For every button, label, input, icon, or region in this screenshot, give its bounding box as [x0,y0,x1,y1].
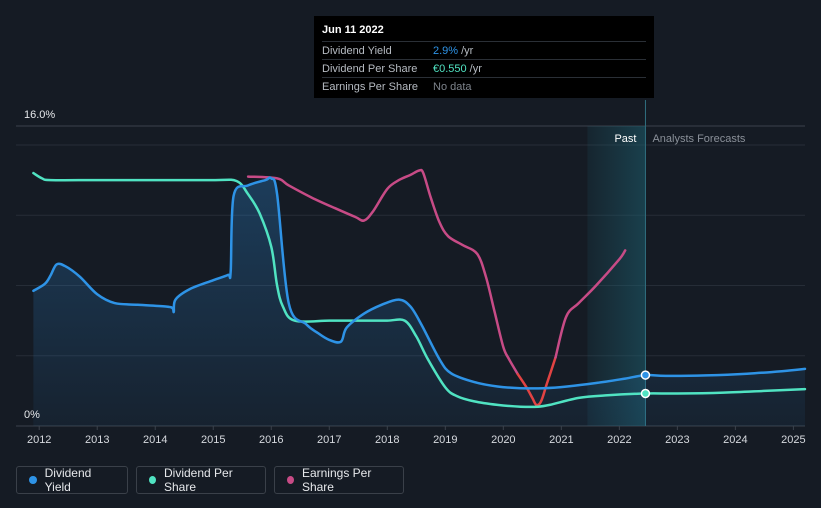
dividend-yield-line [32,176,807,390]
x-tick-label: 2012 [27,434,51,446]
tooltip-unit: /yr [461,44,474,57]
earnings-per-share-recovery-line [554,249,627,359]
legend-label: Dividend Per Share [164,466,233,494]
legend-label: Dividend Yield [44,466,92,494]
earnings-per-share-line [246,168,520,376]
past-label: Past [614,133,636,145]
legend-label: Earnings Per Share [301,466,372,494]
series [32,168,807,426]
markers [640,370,651,399]
tooltip-label: Dividend Yield [322,44,392,57]
x-tick-label: 2025 [781,434,805,446]
x-tick-label: 2020 [491,434,515,446]
legend-dot-icon [149,476,156,484]
dividend-chart: 2012 2013 2014 2015 2016 2017 2018 2019 2020 2021… [16,100,807,446]
tooltip-row-dividend-yield: Dividend Yield 2.9% /yr [322,41,646,59]
hover-tooltip: Jun 11 2022 Dividend Yield 2.9% /yr Divi… [314,16,654,98]
x-tick-label: 2015 [201,434,225,446]
forecast-label: Analysts Forecasts [652,133,745,145]
y-max-label: 16.0% [24,109,55,121]
x-tick-label: 2013 [85,434,109,446]
x-tick-label: 2022 [607,434,631,446]
dividend-per-share-line [32,171,807,409]
tooltip-unit: /yr [469,62,482,75]
x-tick-label: 2016 [259,434,283,446]
legend-dividend-yield[interactable]: Dividend Yield [16,466,128,494]
legend-dot-icon [29,476,37,484]
axis-labels: 2012 2013 2014 2015 2016 2017 2018 2019 2020 2021… [24,109,806,446]
legend-dot-icon [287,476,294,484]
x-tick-label: 2014 [143,434,167,446]
tooltip-label: Dividend Per Share [322,62,418,75]
tooltip-row-earnings-per-share: Earnings Per Share No data [322,77,646,95]
dividend-yield-marker [640,370,651,380]
x-tick-label: 2019 [433,434,457,446]
tooltip-value: No data [433,80,472,93]
tooltip-date: Jun 11 2022 [322,24,384,36]
legend-dividend-per-share[interactable]: Dividend Per Share [136,466,266,494]
x-tick-label: 2021 [549,434,573,446]
x-tick-label: 2017 [317,434,341,446]
tooltip-row-dividend-per-share: Dividend Per Share €0.550 /yr [322,59,646,77]
dividend-yield-area [33,177,805,426]
legend-earnings-per-share[interactable]: Earnings Per Share [274,466,404,494]
y-min-label: 0% [24,409,40,421]
x-tick-label: 2018 [375,434,399,446]
tooltip-value: €0.550 [433,62,467,75]
dividend-per-share-marker [640,388,651,399]
tooltip-value: 2.9% [433,44,459,57]
x-tick-label: 2023 [665,434,689,446]
tooltip-label: Earnings Per Share [322,80,418,93]
x-tick-label: 2024 [723,434,747,446]
